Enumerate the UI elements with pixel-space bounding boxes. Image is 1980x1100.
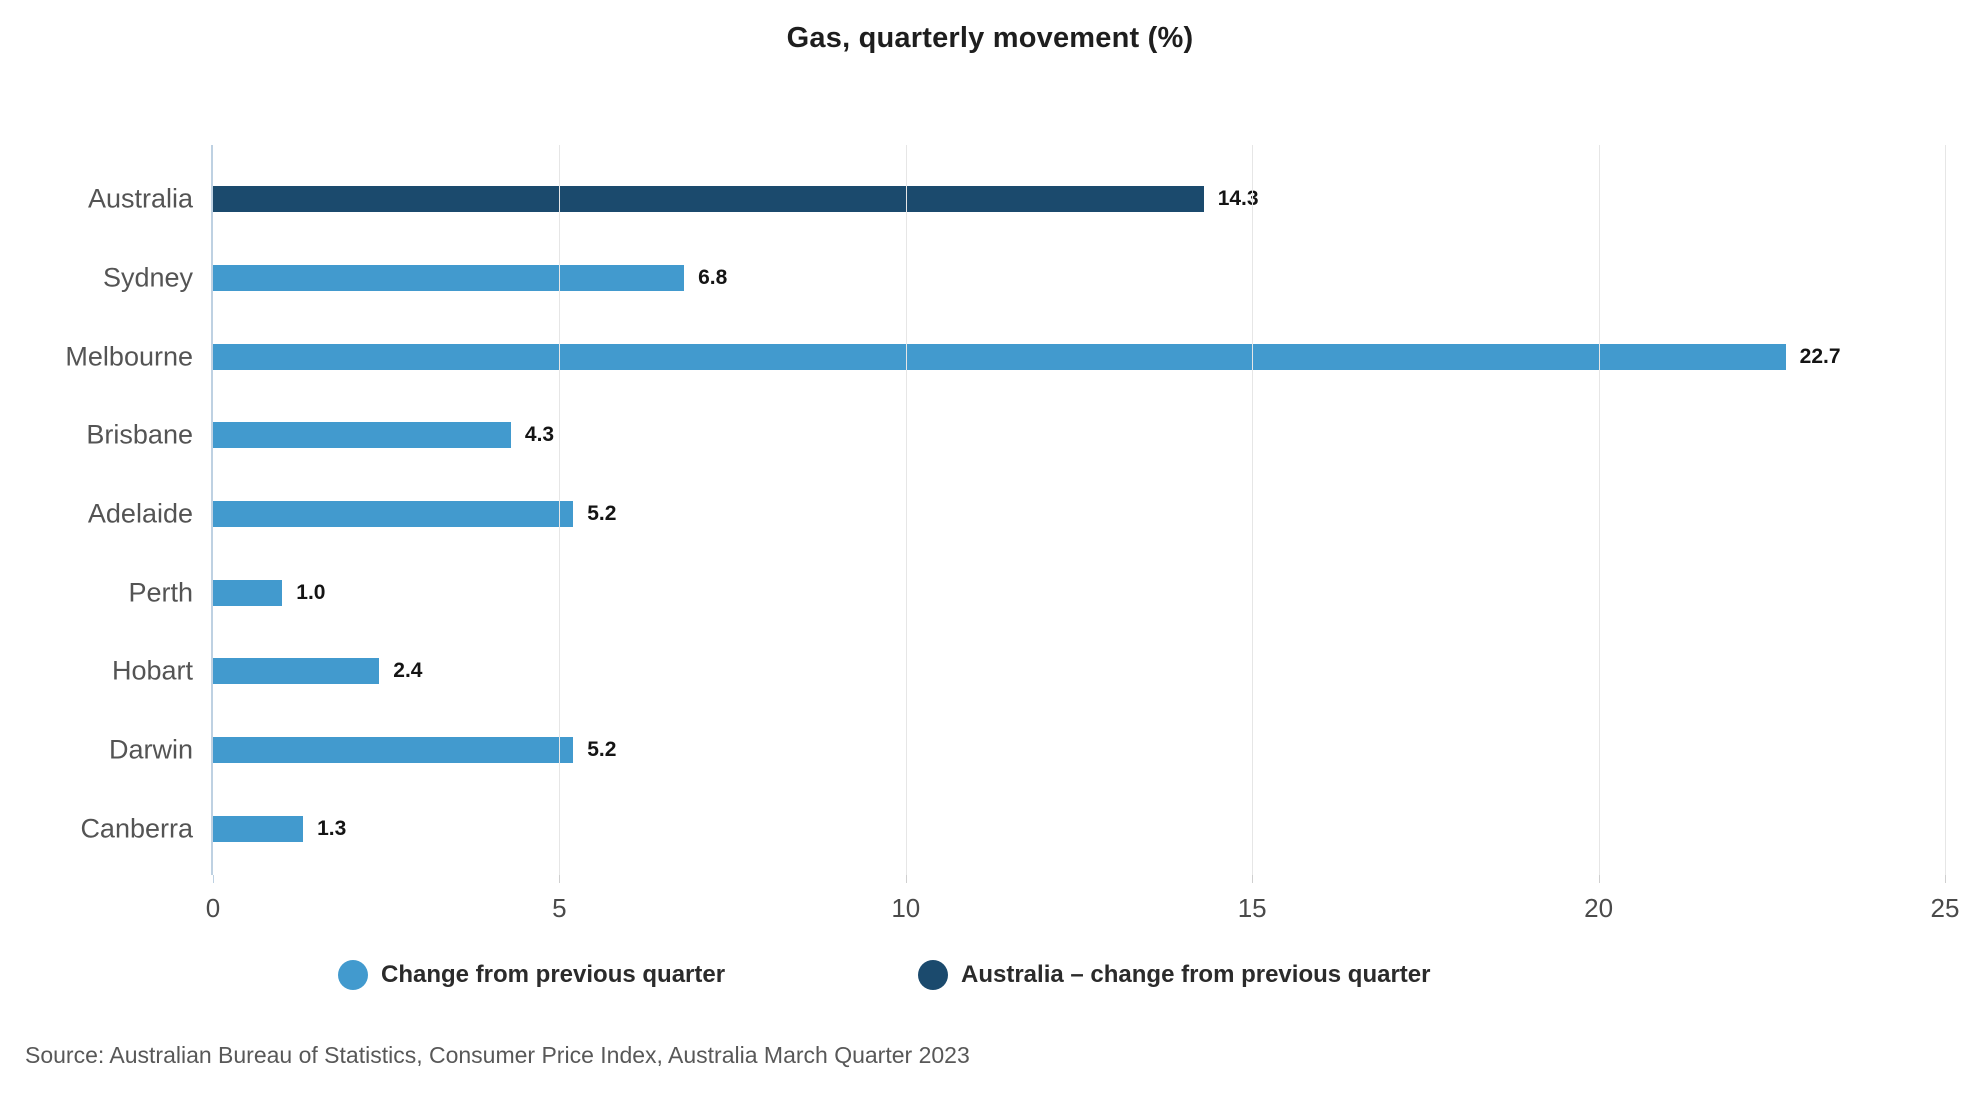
bar-row-brisbane: Brisbane 4.3: [86, 396, 1945, 475]
legend-label: Change from previous quarter: [381, 961, 726, 988]
x-tick-mark-20: [1598, 875, 1600, 883]
bar-sydney: [213, 265, 685, 291]
bar-canberra: [213, 815, 304, 842]
value-label-canberra: 1.3: [317, 816, 347, 840]
legend-swatch-light-blue-icon: [338, 960, 368, 990]
value-label-australia: 14.3: [1217, 187, 1259, 211]
gridline-x-5: [559, 145, 561, 875]
value-label-adelaide: 5.2: [587, 502, 617, 526]
bar-row-canberra: Canberra 1.3: [80, 789, 1945, 868]
bar-row-melbourne: Melbourne 22.7: [65, 317, 1945, 396]
value-label-darwin: 5.2: [587, 738, 617, 762]
x-tick-label-10: 10: [891, 893, 921, 923]
gridline-x-25: [1945, 145, 1946, 875]
source-note: Source: Australian Bureau of Statistics,…: [25, 1042, 970, 1068]
bar-rows: Australia 14.3 Sydney 6.8 Melbourne 22.7 Brisb…: [65, 160, 1945, 868]
value-label-perth: 1.0: [296, 580, 326, 604]
category-label-hobart: Hobart: [111, 655, 193, 686]
category-label-melbourne: Melbourne: [65, 341, 193, 372]
category-label-darwin: Darwin: [108, 734, 193, 765]
value-label-sydney: 6.8: [698, 266, 728, 289]
legend-label: Australia – change from previous quarter: [961, 961, 1431, 988]
value-label-melbourne: 22.7: [1799, 344, 1841, 368]
category-label-adelaide: Adelaide: [87, 498, 193, 529]
y-axis-line: [211, 145, 213, 875]
category-label-sydney: Sydney: [102, 262, 193, 293]
bar-perth: [213, 579, 283, 606]
bar-darwin: [213, 737, 574, 764]
legend-item-change: Change from previous quarter: [338, 960, 725, 990]
bar-australia: [213, 186, 1204, 213]
bar-brisbane: [213, 422, 511, 449]
bar-row-adelaide: Adelaide 5.2: [88, 475, 1945, 554]
bar-row-australia: Australia 14.3: [88, 160, 1945, 239]
x-tick-mark-5: [559, 875, 561, 883]
bar-row-darwin: Darwin 5.2: [109, 711, 1945, 790]
bar-adelaide: [213, 501, 574, 528]
category-label-australia: Australia: [87, 183, 193, 214]
x-tick-mark-25: [1945, 875, 1946, 883]
legend-item-australia-change: Australia – change from previous quarter: [918, 960, 1430, 990]
x-axis: 0 5 10 15 20 25: [206, 893, 1960, 927]
category-label-canberra: Canberra: [80, 813, 193, 844]
bar-row-perth: Perth 1.0: [128, 553, 1945, 632]
chart-title: Gas, quarterly movement (%): [786, 22, 1194, 54]
category-label-brisbane: Brisbane: [86, 419, 193, 450]
gridline-x-15: [1252, 145, 1254, 875]
value-label-hobart: 2.4: [393, 659, 423, 683]
bar-hobart: [213, 658, 380, 685]
x-tick-label-0: 0: [205, 893, 221, 923]
gridline-x-20: [1598, 145, 1600, 875]
x-tick-mark-0: [213, 875, 214, 883]
bar-melbourne: [213, 343, 1786, 370]
gridline-x-10: [905, 145, 907, 875]
x-tick-mark-10: [905, 875, 907, 883]
plot-area: Australia 14.3 Sydney 6.8 Melbourne 22.7 Brisb…: [65, 145, 1946, 883]
value-label-brisbane: 4.3: [524, 423, 555, 447]
legend-swatch-dark-blue-icon: [918, 960, 948, 990]
x-tick-label-20: 20: [1584, 893, 1614, 923]
bar-row-hobart: Hobart 2.4: [112, 632, 1945, 711]
x-tick-label-15: 15: [1237, 893, 1267, 923]
x-tick-label-25: 25: [1930, 893, 1960, 923]
legend: Change from previous quarter Australia –…: [0, 960, 1980, 1002]
x-tick-label-5: 5: [552, 893, 567, 923]
x-tick-mark-15: [1252, 875, 1254, 883]
category-label-perth: Perth: [128, 577, 193, 608]
bar-row-sydney: Sydney 6.8: [103, 239, 1945, 318]
